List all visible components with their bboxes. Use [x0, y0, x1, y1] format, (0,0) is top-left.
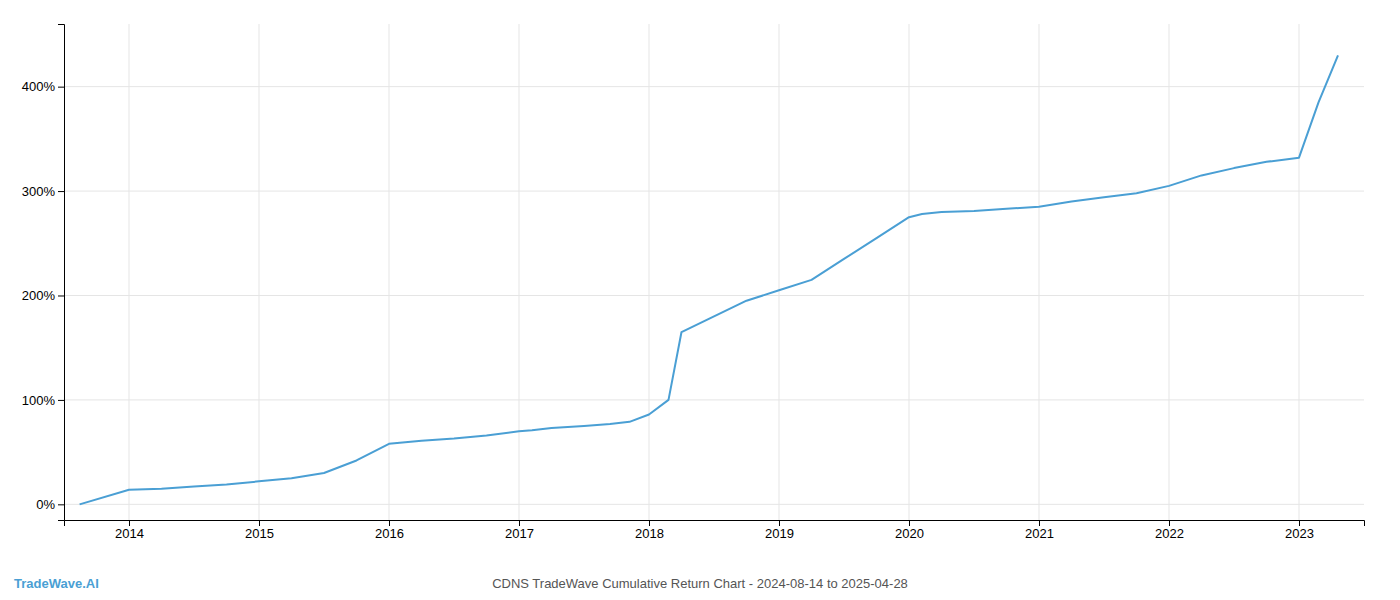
x-grid-line — [909, 24, 910, 520]
x-tick: 2017 — [505, 520, 534, 541]
y-tick-mark — [58, 295, 64, 296]
y-tick: 200% — [22, 288, 64, 303]
y-tick-mark — [58, 504, 64, 505]
x-tick-label: 2022 — [1155, 526, 1184, 541]
y-tick-mark — [58, 87, 64, 88]
y-axis-line — [58, 25, 65, 521]
y-tick: 0% — [36, 497, 64, 512]
y-tick-mark — [58, 400, 64, 401]
x-tick-mark — [1039, 520, 1040, 526]
x-tick: 2014 — [115, 520, 144, 541]
x-tick-mark — [129, 520, 130, 526]
plot: 2014 2015 2016 2017 2018 2019 2020 2021 2022 2023… — [22, 24, 1365, 541]
x-tick-mark — [519, 520, 520, 526]
y-tick-label: 100% — [22, 393, 56, 408]
y-tick: 400% — [22, 79, 64, 94]
y-tick-label: 200% — [22, 288, 56, 303]
x-tick-label: 2018 — [635, 526, 664, 541]
x-tick: 2015 — [245, 520, 274, 541]
x-tick: 2020 — [895, 520, 924, 541]
x-tick-label: 2019 — [765, 526, 794, 541]
x-grid-line — [519, 24, 520, 520]
marks — [80, 55, 1338, 504]
x-grid-line — [259, 24, 260, 520]
x-tick-label: 2023 — [1285, 526, 1314, 541]
x-tick-label: 2016 — [375, 526, 404, 541]
x-tick: 2021 — [1025, 520, 1054, 541]
x-tick: 2023 — [1285, 520, 1314, 541]
x-axis-line — [65, 521, 1365, 527]
x-tick-mark — [259, 520, 260, 526]
y-tick-label: 0% — [36, 497, 55, 512]
x-tick: 2018 — [635, 520, 664, 541]
x-tick-mark — [389, 520, 390, 526]
grid — [64, 24, 1364, 520]
y-axis: 0% 100% 200% 300% 400% — [22, 25, 65, 521]
line — [80, 55, 1338, 504]
x-tick-mark — [1169, 520, 1170, 526]
chart: 2014 2015 2016 2017 2018 2019 2020 2021 2022 2023… — [0, 0, 1400, 600]
x-grid-line — [389, 24, 390, 520]
x-tick: 2016 — [375, 520, 404, 541]
watermark: TradeWave.AI — [14, 576, 99, 591]
x-tick-label: 2017 — [505, 526, 534, 541]
x-grid-line — [649, 24, 650, 520]
x-grid-line — [1169, 24, 1170, 520]
y-tick: 300% — [22, 184, 64, 199]
y-tick-label: 400% — [22, 79, 56, 94]
y-tick: 100% — [22, 393, 64, 408]
title: CDNS TradeWave Cumulative Return Chart -… — [492, 576, 908, 591]
x-grid-line — [1039, 24, 1040, 520]
y-tick-mark — [58, 191, 64, 192]
x-tick: 2019 — [765, 520, 794, 541]
x-tick-label: 2021 — [1025, 526, 1054, 541]
x-tick-mark — [1299, 520, 1300, 526]
x-grid-line — [129, 24, 130, 520]
x-axis: 2014 2015 2016 2017 2018 2019 2020 2021 2022 2023 — [65, 520, 1365, 541]
x-grid-line — [1299, 24, 1300, 520]
x-tick-mark — [649, 520, 650, 526]
x-tick-mark — [779, 520, 780, 526]
y-tick-label: 300% — [22, 184, 56, 199]
x-tick: 2022 — [1155, 520, 1184, 541]
x-tick-label: 2020 — [895, 526, 924, 541]
x-grid-line — [779, 24, 780, 520]
x-tick-label: 2014 — [115, 526, 144, 541]
x-tick-mark — [909, 520, 910, 526]
x-tick-label: 2015 — [245, 526, 274, 541]
